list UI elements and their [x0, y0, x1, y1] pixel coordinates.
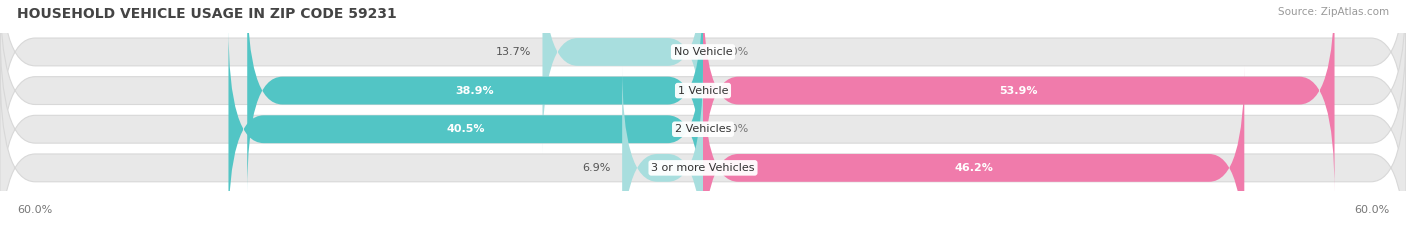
Text: 38.9%: 38.9%: [456, 86, 495, 96]
FancyBboxPatch shape: [0, 0, 1406, 193]
FancyBboxPatch shape: [0, 0, 1406, 154]
Text: HOUSEHOLD VEHICLE USAGE IN ZIP CODE 59231: HOUSEHOLD VEHICLE USAGE IN ZIP CODE 5923…: [17, 7, 396, 21]
Text: 60.0%: 60.0%: [1354, 205, 1389, 215]
Text: 53.9%: 53.9%: [1000, 86, 1038, 96]
FancyBboxPatch shape: [703, 66, 1244, 233]
FancyBboxPatch shape: [621, 66, 703, 233]
FancyBboxPatch shape: [543, 0, 703, 154]
FancyBboxPatch shape: [0, 27, 1406, 231]
Text: 0.0%: 0.0%: [721, 124, 749, 134]
Text: 0.0%: 0.0%: [721, 47, 749, 57]
FancyBboxPatch shape: [247, 0, 703, 193]
Text: 1 Vehicle: 1 Vehicle: [678, 86, 728, 96]
FancyBboxPatch shape: [0, 66, 1406, 233]
FancyBboxPatch shape: [229, 27, 703, 231]
Text: 2 Vehicles: 2 Vehicles: [675, 124, 731, 134]
Text: Source: ZipAtlas.com: Source: ZipAtlas.com: [1278, 7, 1389, 17]
Text: 40.5%: 40.5%: [447, 124, 485, 134]
FancyBboxPatch shape: [703, 0, 1334, 193]
Text: 6.9%: 6.9%: [582, 163, 610, 173]
Text: No Vehicle: No Vehicle: [673, 47, 733, 57]
Text: 3 or more Vehicles: 3 or more Vehicles: [651, 163, 755, 173]
Text: 13.7%: 13.7%: [495, 47, 531, 57]
Text: 46.2%: 46.2%: [955, 163, 993, 173]
Text: 60.0%: 60.0%: [17, 205, 52, 215]
